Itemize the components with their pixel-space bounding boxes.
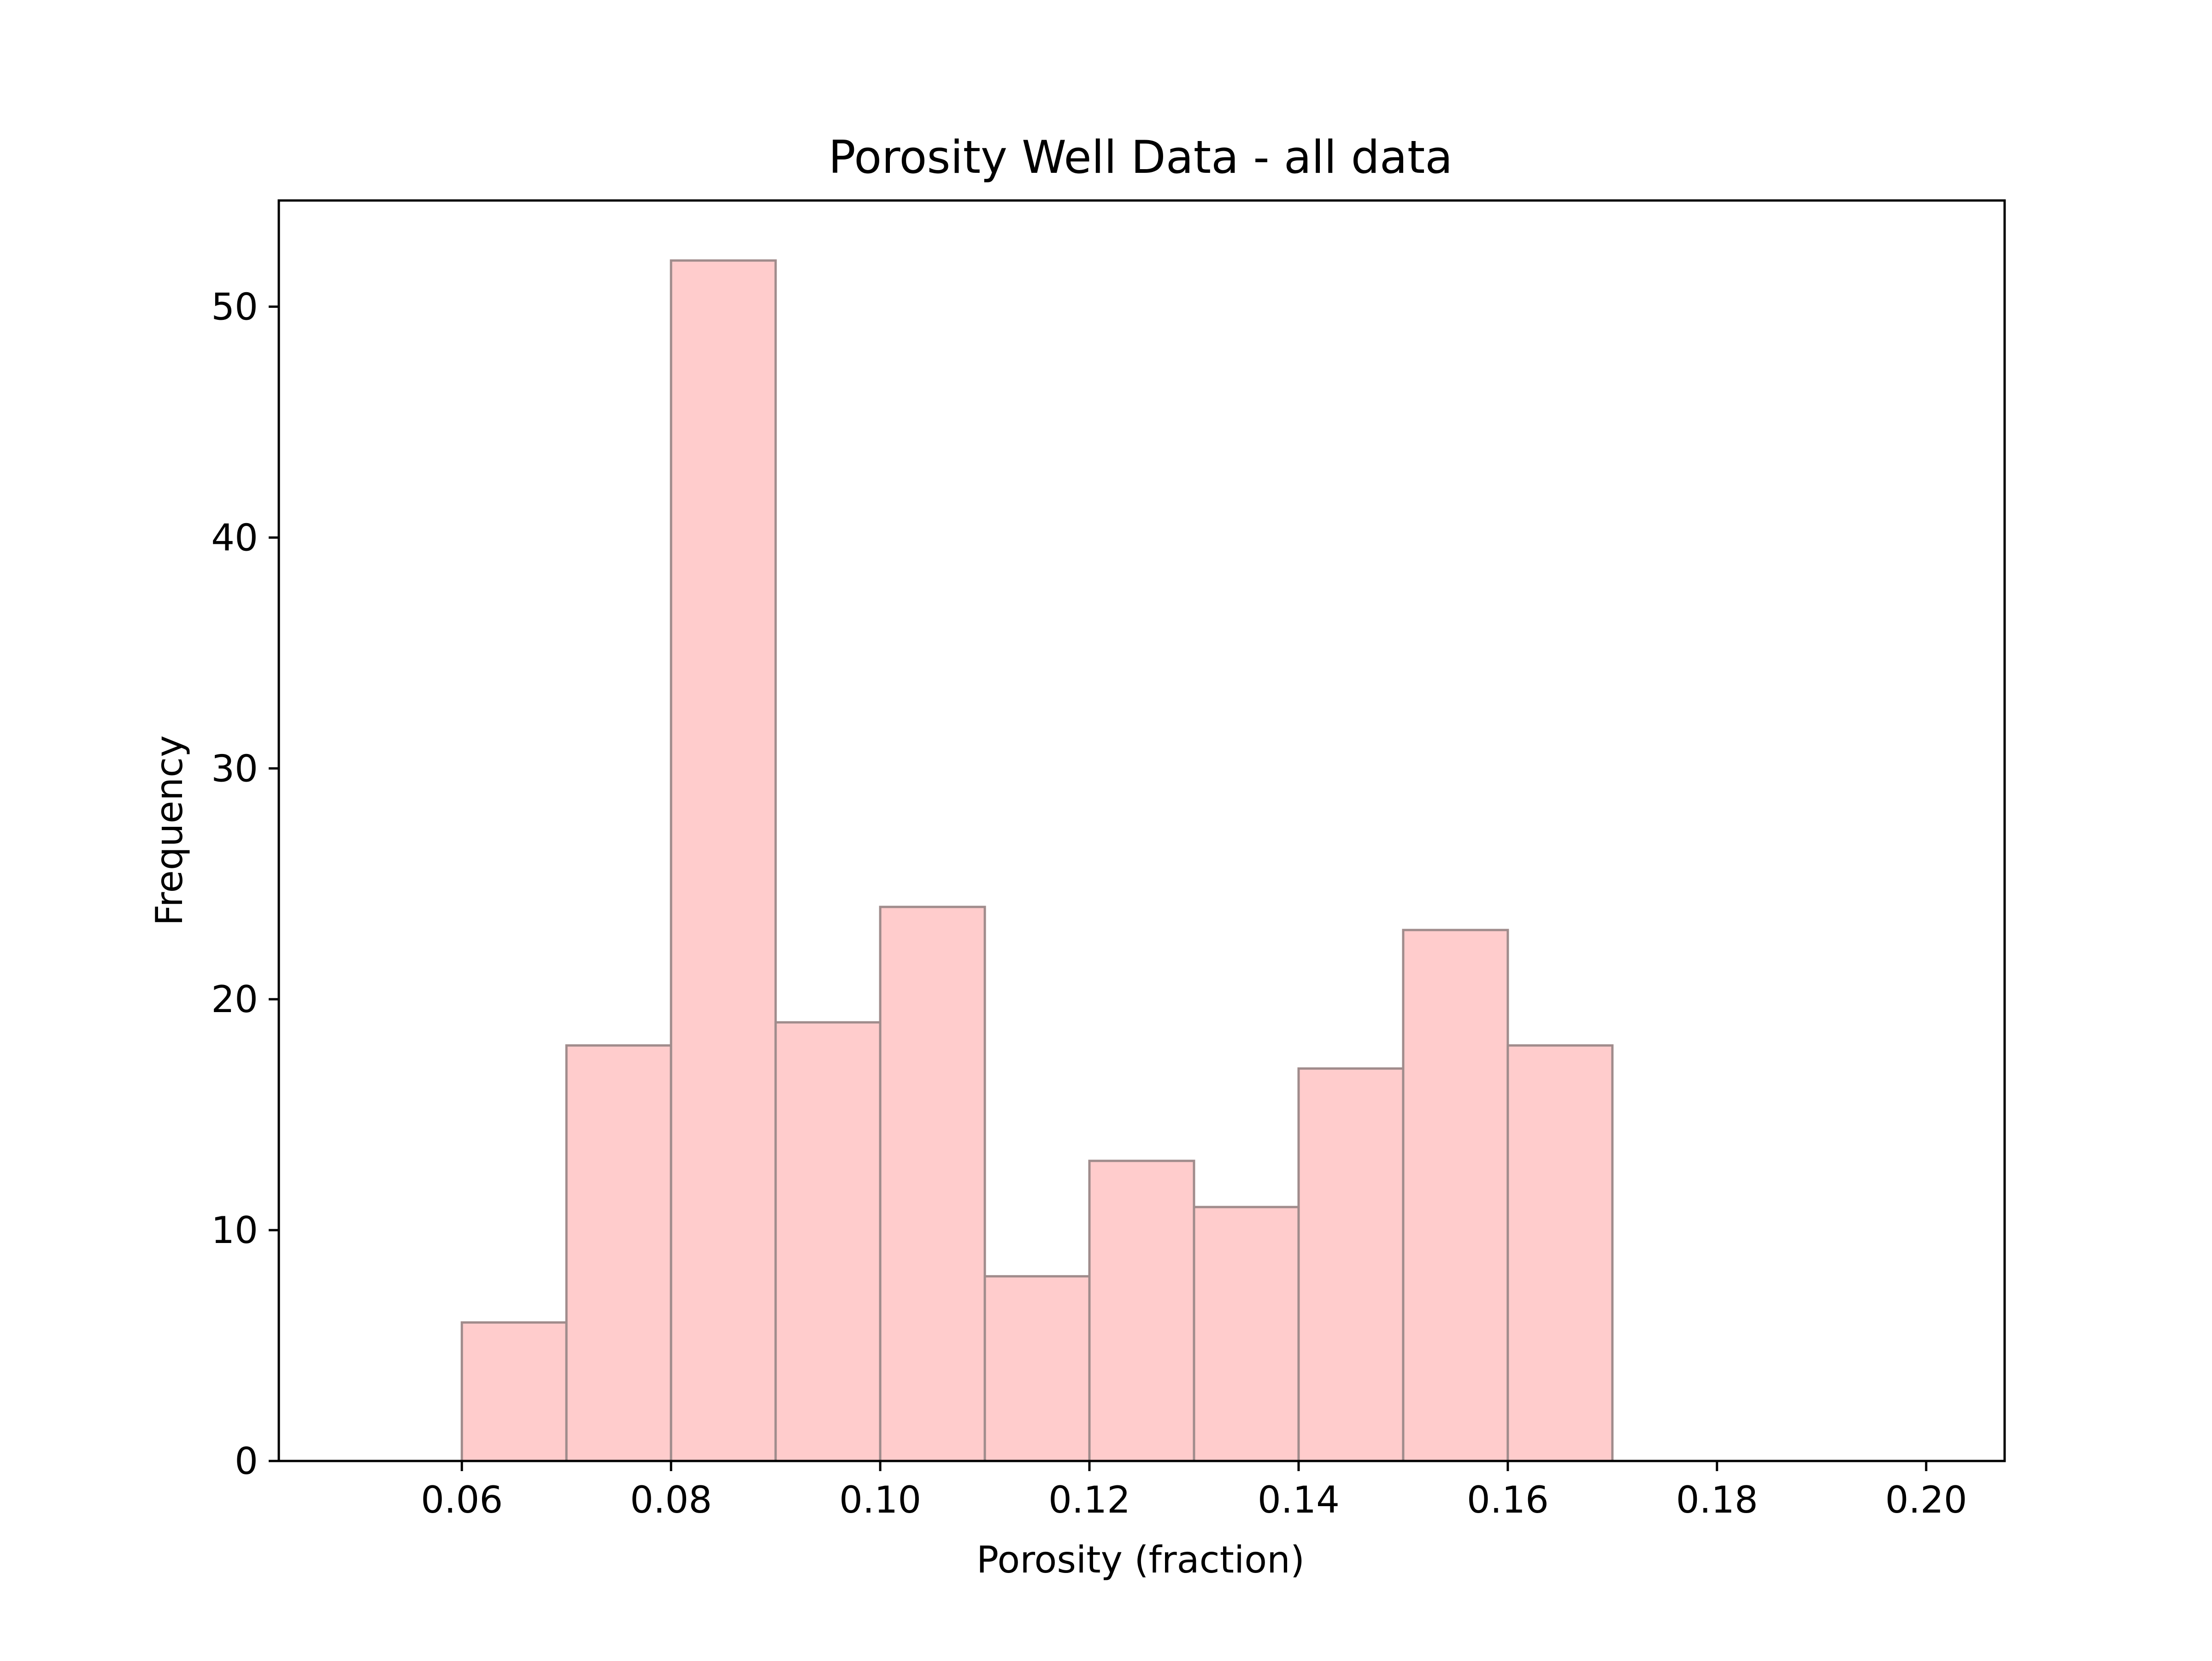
y-tick-label: 50 — [211, 285, 258, 328]
histogram-bar — [670, 259, 777, 1462]
x-tick-label: 0.12 — [1048, 1478, 1130, 1521]
y-tick-label: 40 — [211, 516, 258, 559]
histogram-bar — [1402, 929, 1509, 1462]
chart-title: Porosity Well Data - all data — [829, 131, 1453, 184]
x-tick-label: 0.06 — [421, 1478, 503, 1521]
histogram-bar — [983, 1275, 1091, 1462]
x-axis-label: Porosity (fraction) — [977, 1538, 1305, 1581]
y-tick-label: 20 — [211, 978, 258, 1021]
histogram-bar — [1088, 1160, 1195, 1462]
x-tick-label: 0.08 — [630, 1478, 712, 1521]
y-tick-label: 30 — [211, 747, 258, 790]
histogram-bar — [879, 906, 986, 1462]
x-tick-label: 0.10 — [839, 1478, 921, 1521]
x-tick-label: 0.18 — [1676, 1478, 1758, 1521]
x-tick-label: 0.14 — [1258, 1478, 1340, 1521]
y-axis-ticks: 0 10 20 30 40 50 — [211, 285, 279, 1483]
plot-area-frame — [277, 199, 2006, 1462]
y-tick-label: 0 — [235, 1440, 258, 1483]
histogram-bar — [1506, 1044, 1614, 1462]
histogram-bar — [1297, 1067, 1405, 1462]
x-axis-ticks: 0.06 0.08 0.10 0.12 0.14 0.16 0.18 0.20 — [421, 1461, 1967, 1521]
histogram-bar — [565, 1044, 672, 1462]
x-tick-label: 0.20 — [1885, 1478, 1967, 1521]
histogram-bar — [460, 1321, 568, 1462]
y-axis-label: Frequency — [148, 735, 191, 925]
x-tick-label: 0.16 — [1467, 1478, 1549, 1521]
histogram-bar — [1193, 1206, 1300, 1462]
y-tick-label: 10 — [211, 1209, 258, 1252]
histogram-bar — [774, 1021, 882, 1462]
bars-layer — [460, 259, 1614, 1462]
